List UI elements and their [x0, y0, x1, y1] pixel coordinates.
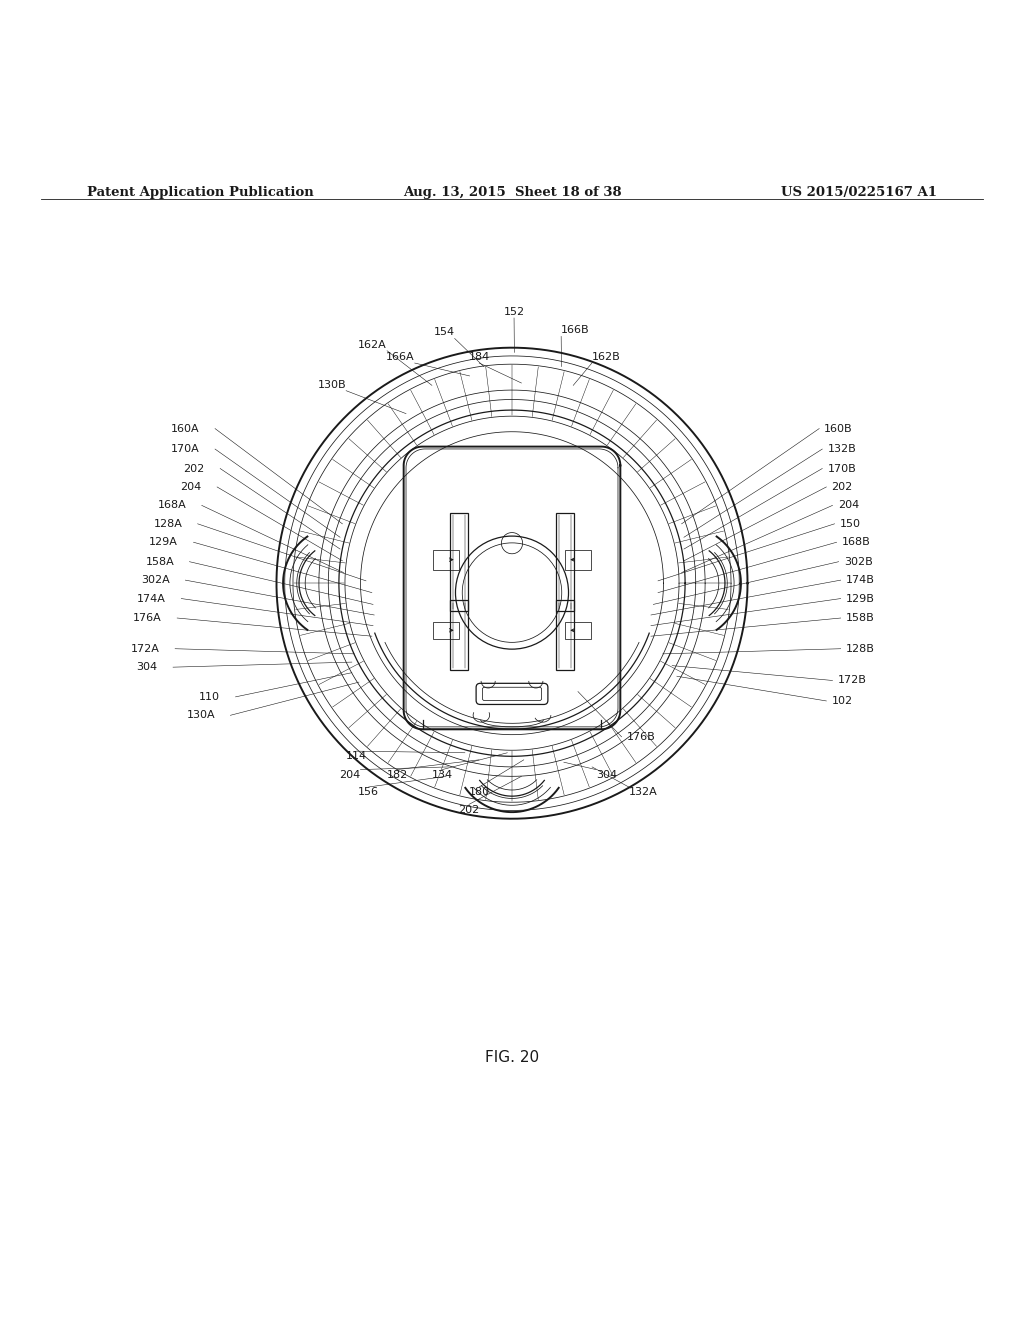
Text: 202: 202: [831, 482, 853, 492]
Text: 134: 134: [432, 770, 453, 780]
Text: 156: 156: [358, 787, 379, 797]
Text: 180: 180: [469, 787, 489, 797]
Text: 128B: 128B: [846, 644, 874, 653]
Bar: [433, 622, 459, 639]
Text: 168B: 168B: [842, 537, 870, 548]
Text: 166A: 166A: [386, 352, 415, 362]
Text: 162A: 162A: [358, 339, 387, 350]
Text: 160B: 160B: [824, 424, 853, 433]
Text: 158A: 158A: [145, 557, 174, 566]
Text: 202: 202: [459, 804, 479, 814]
Text: 176A: 176A: [133, 612, 162, 623]
Text: 204: 204: [339, 770, 360, 780]
Text: 129A: 129A: [150, 537, 178, 548]
Text: 132B: 132B: [827, 444, 856, 454]
Text: 304: 304: [596, 770, 617, 780]
Text: 172B: 172B: [838, 676, 866, 685]
Text: 102: 102: [831, 696, 853, 706]
Text: 168A: 168A: [158, 500, 186, 511]
Text: Patent Application Publication: Patent Application Publication: [87, 186, 313, 199]
Text: FIG. 20: FIG. 20: [485, 1049, 539, 1065]
Text: 166B: 166B: [561, 325, 590, 335]
Text: 184: 184: [469, 352, 489, 362]
Text: 182: 182: [387, 770, 408, 780]
Text: 130A: 130A: [186, 710, 215, 721]
Text: 129B: 129B: [846, 594, 874, 603]
Text: 174A: 174A: [137, 594, 166, 603]
Text: 110: 110: [199, 692, 220, 702]
Text: 174B: 174B: [846, 576, 874, 585]
Text: 202: 202: [183, 463, 205, 474]
Text: 170B: 170B: [827, 463, 856, 474]
Text: 152: 152: [504, 306, 524, 317]
Text: 162B: 162B: [592, 352, 621, 362]
Text: 302A: 302A: [141, 576, 170, 585]
Bar: [565, 549, 591, 570]
Bar: [451, 512, 468, 611]
Text: 170A: 170A: [171, 444, 200, 454]
Bar: [556, 599, 573, 671]
Text: 304: 304: [136, 663, 158, 672]
Text: 302B: 302B: [844, 557, 872, 566]
Bar: [433, 549, 459, 570]
Text: US 2015/0225167 A1: US 2015/0225167 A1: [781, 186, 937, 199]
Text: 204: 204: [180, 482, 202, 492]
Text: 150: 150: [840, 519, 861, 529]
Text: Aug. 13, 2015  Sheet 18 of 38: Aug. 13, 2015 Sheet 18 of 38: [402, 186, 622, 199]
Text: 132A: 132A: [629, 787, 657, 797]
Bar: [451, 599, 468, 671]
Bar: [565, 622, 591, 639]
Text: 160A: 160A: [171, 424, 200, 433]
Text: 158B: 158B: [846, 612, 874, 623]
Text: 172A: 172A: [131, 644, 160, 653]
Text: 204: 204: [838, 500, 859, 511]
Text: 114: 114: [346, 751, 367, 762]
Bar: [556, 512, 573, 611]
Text: 130B: 130B: [317, 380, 346, 389]
Text: 176B: 176B: [627, 731, 655, 742]
Text: 128A: 128A: [154, 519, 182, 529]
Text: 154: 154: [433, 327, 455, 338]
